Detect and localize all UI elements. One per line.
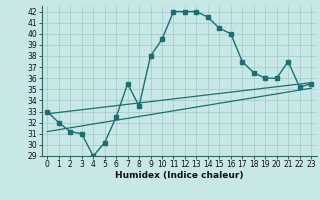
X-axis label: Humidex (Indice chaleur): Humidex (Indice chaleur) bbox=[115, 171, 244, 180]
